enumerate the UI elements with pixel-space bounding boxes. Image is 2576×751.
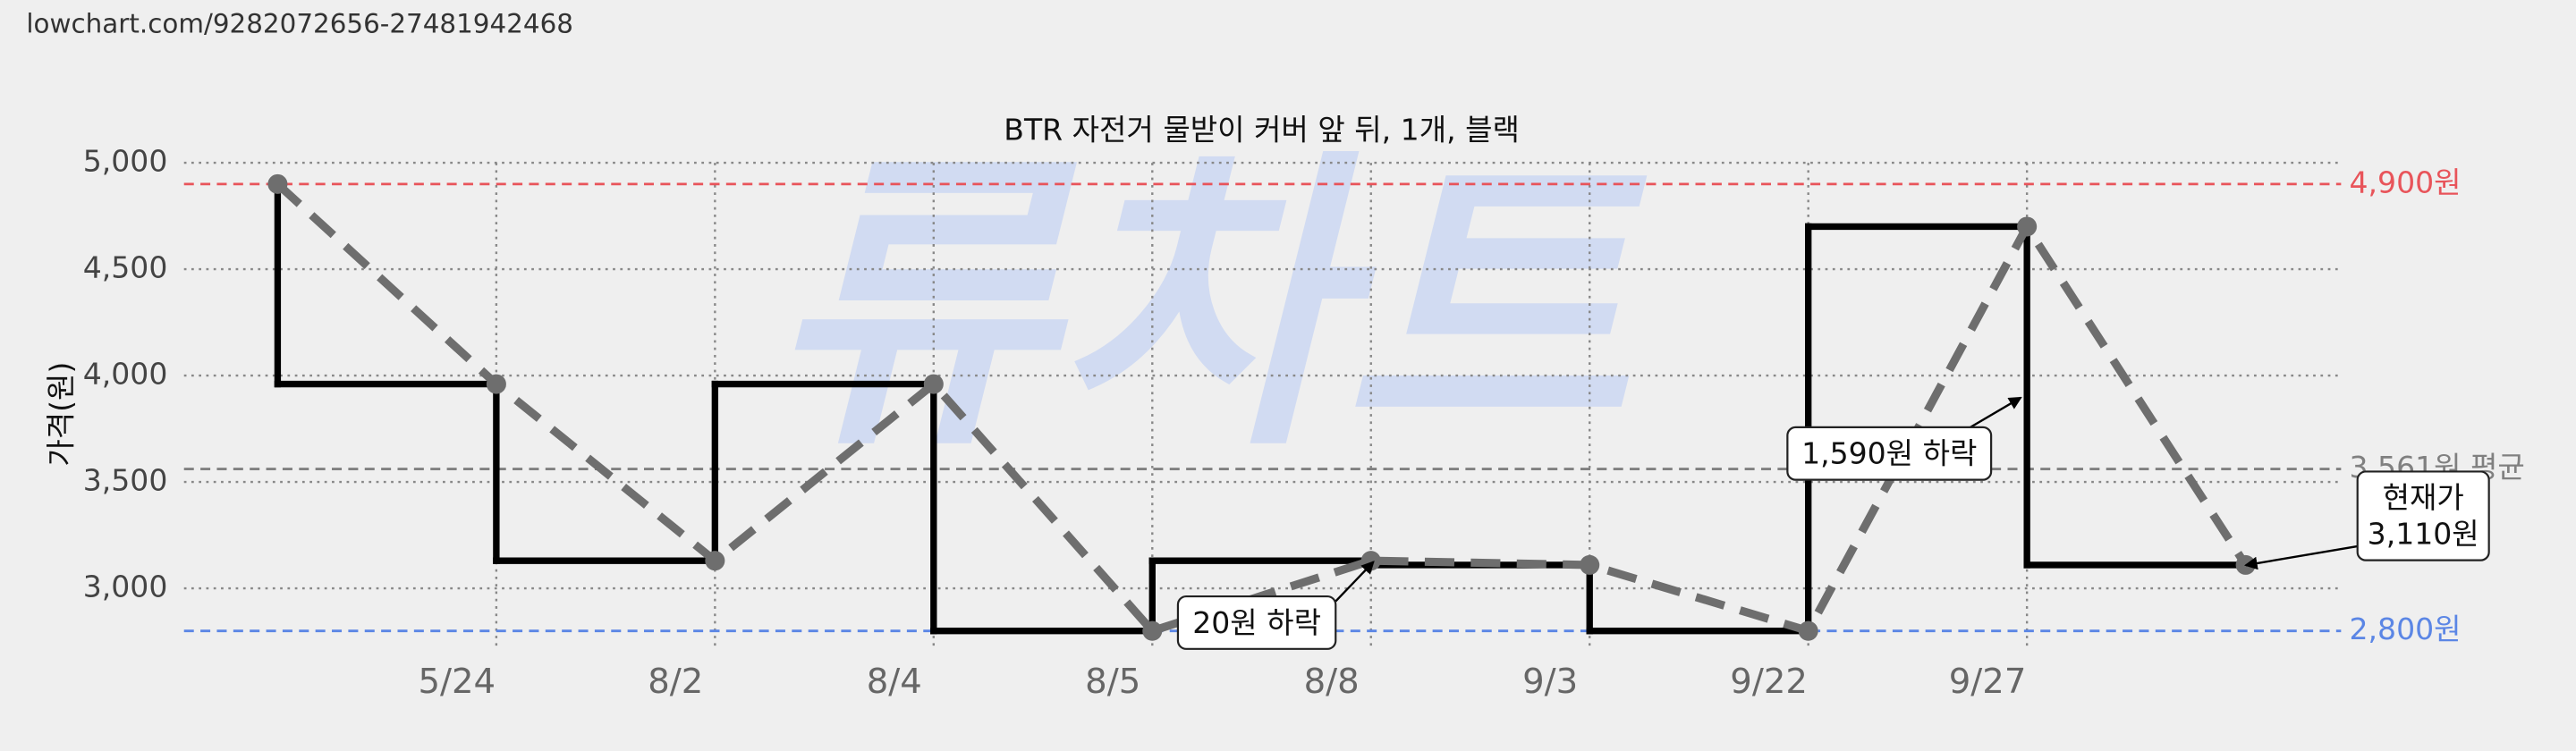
point [923,374,944,394]
watermark: 류차트 [768,125,1650,488]
x-tick-label: 5/24 [418,662,496,702]
annotation-arrow [1335,561,1375,603]
reference-label: 2,800원 [2350,612,2462,646]
point [1580,554,1600,575]
point [486,374,506,394]
url: lowchart.com/9282072656-27481942468 [26,8,573,38]
point [1798,620,1818,641]
x-tick-label: 8/5 [1085,662,1140,702]
y-axis-label: 가격(원) [43,362,78,467]
x-tick-label: 9/3 [1522,662,1578,702]
annotation-text: 20원 하락 [1192,605,1321,640]
x-tick-label: 8/4 [867,662,922,702]
point [705,551,725,571]
y-tick-label: 4,000 [83,357,168,392]
annotation-arrow [1964,396,2022,432]
y-tick-label: 3,000 [83,570,168,604]
annotation-text: 1,590원 하락 [1801,436,1977,471]
x-tick-label: 8/8 [1304,662,1360,702]
point [1142,620,1163,641]
annotation-box [1176,595,1337,650]
x-tick-label: 9/27 [1949,662,2027,702]
point [267,173,288,194]
y-tick-label: 4,500 [83,250,168,285]
annotation-text: 현재가 [2383,480,2464,515]
reference-label: 4,900원 [2350,165,2462,199]
point [2017,216,2038,237]
annotation-box [2356,470,2490,561]
annotation-arrow [2244,544,2363,570]
point [1360,551,1381,571]
y-tick-label: 5,000 [83,144,168,179]
annotation-text: 3,110원 [2368,517,2479,552]
x-tick-label: 9/22 [1730,662,1808,702]
annotation-box [1786,426,1993,481]
chart-title: BTR 자전거 물받이 커버 앞 뒤, 1개, 블랙 [1004,113,1520,148]
x-tick-label: 8/2 [648,662,703,702]
y-tick-label: 3,500 [83,463,168,498]
